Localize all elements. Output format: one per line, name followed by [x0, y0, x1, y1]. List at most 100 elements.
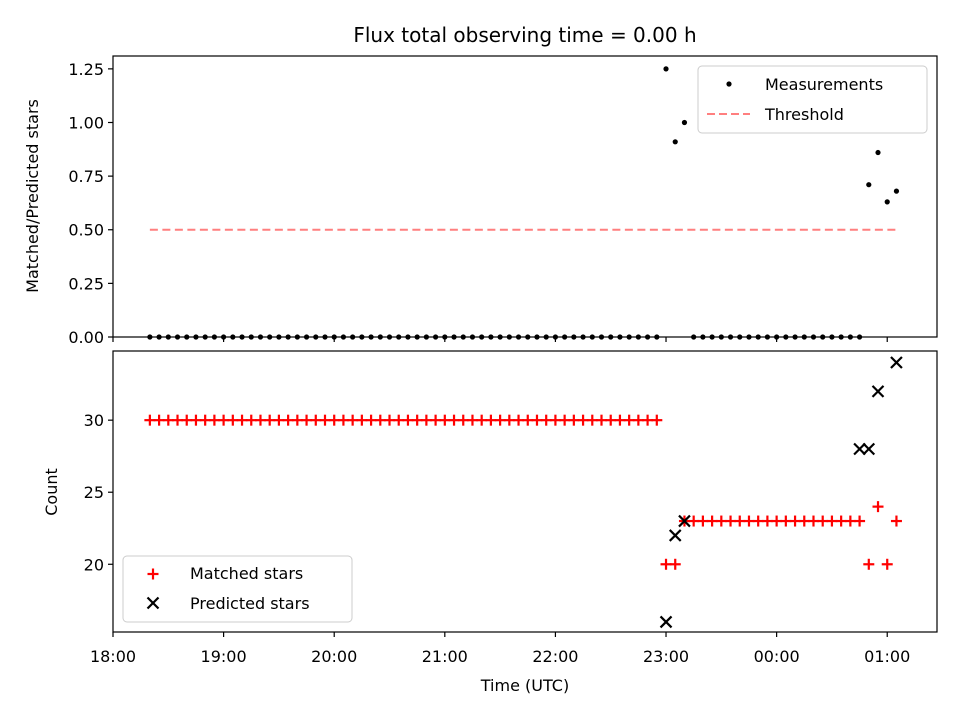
matched-star-point — [881, 558, 893, 570]
matched-star-point — [301, 414, 313, 426]
matched-star-point — [337, 414, 349, 426]
matched-star-point — [411, 414, 423, 426]
legend-threshold-label: Threshold — [764, 105, 844, 124]
matched-star-point — [688, 515, 700, 527]
bottom-legend-box — [122, 555, 353, 623]
legend-measurements-label: Measurements — [765, 75, 883, 94]
matched-star-point — [706, 515, 718, 527]
matched-star-point — [780, 515, 792, 527]
matched-star-point — [374, 414, 386, 426]
matched-star-point — [457, 414, 469, 426]
measurement-point — [672, 139, 678, 145]
matched-star-point — [697, 515, 709, 527]
predicted-star-point — [659, 615, 673, 629]
matched-star-point — [513, 414, 525, 426]
bottom-y-tick-label: 20 — [84, 555, 104, 574]
top-y-tick-label: 0.75 — [68, 167, 104, 186]
matched-star-point — [393, 414, 405, 426]
matched-star-point — [208, 414, 220, 426]
top-legend-box — [697, 65, 928, 134]
bottom-y-axis-label: Count — [42, 468, 61, 516]
legend-matched-marker — [147, 568, 159, 580]
matched-star-point — [660, 558, 672, 570]
matched-star-point — [559, 414, 571, 426]
matched-star-point — [190, 414, 202, 426]
matched-star-point — [144, 414, 156, 426]
matched-star-point — [162, 414, 174, 426]
matched-star-point — [218, 414, 230, 426]
matched-star-point — [531, 414, 543, 426]
matched-star-point — [476, 414, 488, 426]
x-tick-label: 00:00 — [754, 647, 800, 666]
matched-star-point — [356, 414, 368, 426]
matched-star-point — [282, 414, 294, 426]
matched-star-point — [632, 414, 644, 426]
bottom-axes-frame — [112, 350, 938, 633]
legend-matched-label: Matched stars — [190, 564, 303, 583]
matched-star-point — [549, 414, 561, 426]
matched-star-point — [420, 414, 432, 426]
x-tick-label: 23:00 — [643, 647, 689, 666]
matched-star-point — [715, 515, 727, 527]
bottom-legend: Matched stars Predicted stars — [122, 555, 353, 623]
matched-star-point — [402, 414, 414, 426]
x-tick-label: 19:00 — [201, 647, 247, 666]
matched-star-point — [522, 414, 534, 426]
matched-star-point — [273, 414, 285, 426]
matched-star-point — [153, 414, 165, 426]
matched-star-point — [725, 515, 737, 527]
measurement-point — [875, 149, 881, 156]
matched-star-point — [310, 414, 322, 426]
matched-star-point — [734, 515, 746, 527]
matched-star-point — [771, 515, 783, 527]
matched-star-point — [384, 414, 396, 426]
top-y-tick-label: 0.00 — [68, 328, 104, 347]
x-tick-label: 01:00 — [864, 647, 910, 666]
top-y-ticks: 0.00 0.25 0.50 0.75 1.00 1.25 — [68, 60, 113, 347]
matched-star-point — [328, 414, 340, 426]
matched-star-point — [439, 414, 451, 426]
matched-star-point — [826, 515, 838, 527]
bottom-y-tick-label: 30 — [84, 411, 104, 430]
matched-star-point — [227, 414, 239, 426]
x-axis-label: Time (UTC) — [480, 676, 569, 695]
top-y-tick-label: 1.25 — [68, 60, 104, 79]
matched-star-point — [669, 558, 681, 570]
matched-star-point — [181, 414, 193, 426]
matched-star-point — [586, 414, 598, 426]
legend-predicted-label: Predicted stars — [190, 594, 310, 613]
x-tick-label: 20:00 — [311, 647, 357, 666]
matched-star-point — [172, 414, 184, 426]
legend-measurements-marker — [726, 81, 732, 87]
matched-star-point — [817, 515, 829, 527]
matched-star-point — [466, 414, 478, 426]
matched-star-point — [761, 515, 773, 527]
matched-star-point — [743, 515, 755, 527]
matched-star-point — [319, 414, 331, 426]
bottom-y-ticks: 20 25 30 — [84, 411, 113, 574]
predicted-star-point — [871, 385, 885, 398]
matched-star-point — [614, 414, 626, 426]
matched-star-point — [448, 414, 460, 426]
matched-stars-series — [144, 414, 902, 570]
bottom-y-tick-label: 25 — [84, 483, 104, 502]
matched-star-point — [577, 414, 589, 426]
matched-star-point — [494, 414, 506, 426]
predicted-stars-series — [659, 356, 903, 629]
matched-star-point — [430, 414, 442, 426]
matched-star-point — [605, 414, 617, 426]
predicted-star-point — [862, 442, 876, 456]
matched-star-point — [245, 414, 257, 426]
matched-star-point — [503, 414, 515, 426]
matched-star-point — [264, 414, 276, 426]
matched-star-point — [863, 558, 875, 570]
matched-star-point — [890, 515, 902, 527]
matched-star-point — [365, 414, 377, 426]
x-tick-label: 21:00 — [422, 647, 468, 666]
measurement-point — [893, 188, 900, 194]
matched-star-point — [540, 414, 552, 426]
matched-star-point — [596, 414, 608, 426]
top-panel: Flux total observing time = 0.00 h Match… — [23, 23, 938, 347]
matched-star-point — [623, 414, 635, 426]
matched-star-point — [854, 515, 866, 527]
